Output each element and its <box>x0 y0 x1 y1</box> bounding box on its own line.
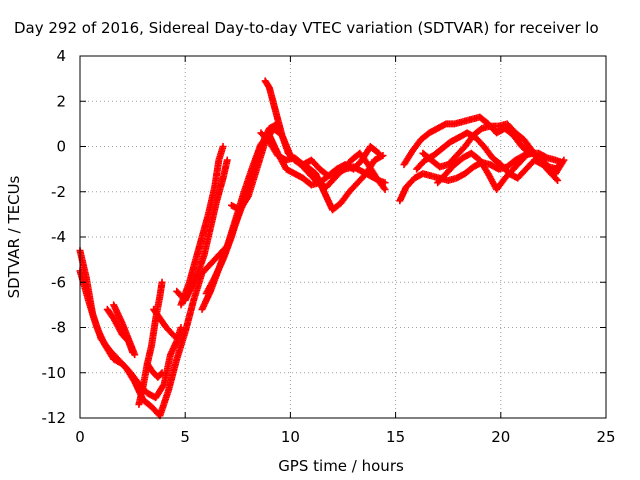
y-tick-labels: -12 -10 -8 -6 -4 -2 0 2 4 <box>42 47 67 427</box>
data-point <box>131 351 139 359</box>
axis-ticks <box>79 55 607 419</box>
data-point <box>560 156 568 164</box>
data-point <box>171 333 179 341</box>
data-point <box>177 324 185 331</box>
x-tick-label: 0 <box>75 428 85 446</box>
y-axis-label: SDTVAR / TECUs <box>5 175 23 298</box>
y-tick-label: -10 <box>42 364 67 382</box>
y-tick-label: -4 <box>51 228 66 246</box>
data-point <box>374 148 382 156</box>
x-tick-label: 15 <box>386 428 405 446</box>
data-series <box>76 77 568 420</box>
data-point <box>559 158 567 166</box>
y-tick-label: -2 <box>51 183 66 201</box>
data-point <box>380 184 388 192</box>
data-point <box>223 156 231 164</box>
y-tick-label: -6 <box>51 273 66 291</box>
grid-lines <box>80 56 606 418</box>
y-tick-label: 4 <box>56 47 66 65</box>
y-tick-label: 0 <box>56 138 66 156</box>
data-point <box>552 175 560 183</box>
x-tick-label: 5 <box>180 428 190 446</box>
plot-frame <box>79 55 607 419</box>
data-point <box>379 152 387 160</box>
data-point <box>219 143 227 150</box>
x-axis-label: GPS time / hours <box>278 457 404 475</box>
data-point <box>381 185 389 193</box>
x-tick-label: 25 <box>596 428 615 446</box>
y-tick-label: -8 <box>51 319 66 337</box>
data-point <box>554 176 562 184</box>
chart-title: Day 292 of 2016, Sidereal Day-to-day VTE… <box>14 19 599 37</box>
data-marks <box>76 77 568 420</box>
x-tick-label: 20 <box>491 428 510 446</box>
x-tick-labels: 0 5 10 15 20 25 <box>75 428 615 446</box>
data-point <box>169 331 177 339</box>
data-point <box>375 149 383 157</box>
y-tick-label: 2 <box>56 92 66 110</box>
data-point <box>243 194 251 202</box>
y-tick-label: -12 <box>42 409 67 427</box>
data-point <box>158 278 166 286</box>
data-point <box>158 369 166 377</box>
data-point <box>159 382 167 390</box>
data-point <box>157 370 165 378</box>
x-tick-label: 10 <box>281 428 300 446</box>
